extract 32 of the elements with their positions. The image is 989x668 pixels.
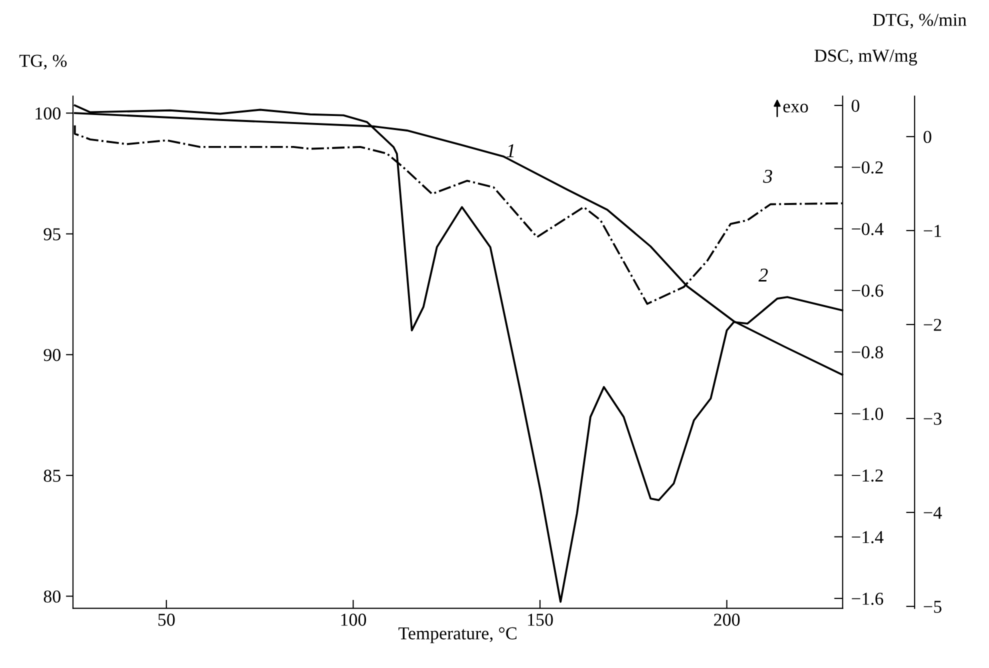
y2-tick-label: −0.2	[852, 161, 883, 174]
x-axis-title: Temperature, °C	[398, 627, 516, 644]
y-tick-label: 85	[44, 470, 60, 482]
y2-tick-label: −1.6	[852, 592, 884, 605]
y3-tick-label: −4	[924, 506, 942, 519]
y2-tick-label: −0.4	[852, 222, 884, 236]
y3-tick-label: −5	[924, 600, 942, 613]
y2-tick-label: −1.4	[852, 531, 884, 544]
y3-tick-label: 0	[924, 130, 932, 144]
y2-tick-label: −0.8	[852, 346, 884, 358]
y3-tick-label: −2	[924, 318, 942, 331]
x-tick-label: 150	[528, 614, 553, 626]
series-label: 3	[763, 170, 772, 183]
y3-tick-label: −1	[924, 224, 942, 237]
y2-axis-title: DSC, mW/mg	[814, 50, 918, 66]
y2-tick-label: −1.2	[852, 469, 883, 482]
y2-tick-label: −1.0	[852, 408, 884, 420]
y-tick-label: 100	[36, 107, 60, 120]
y2-tick-label: −0.6	[852, 284, 884, 297]
y2-tick-label: 0	[852, 100, 860, 112]
y3-axis-title: DTG, %/min	[872, 14, 966, 29]
series-label: 1	[506, 144, 514, 158]
x-tick-label: 50	[158, 614, 175, 626]
x-tick-label: 200	[714, 614, 740, 626]
y-tick-label: 90	[44, 348, 60, 362]
series-label: 2	[758, 268, 768, 282]
y-tick-label: 80	[44, 590, 60, 603]
y-tick-label: 95	[44, 228, 60, 240]
y3-tick-label: −3	[924, 412, 942, 425]
y-axis-title: TG, %	[19, 54, 67, 70]
annotation: exo	[783, 104, 808, 112]
x-tick-label: 100	[341, 614, 366, 626]
